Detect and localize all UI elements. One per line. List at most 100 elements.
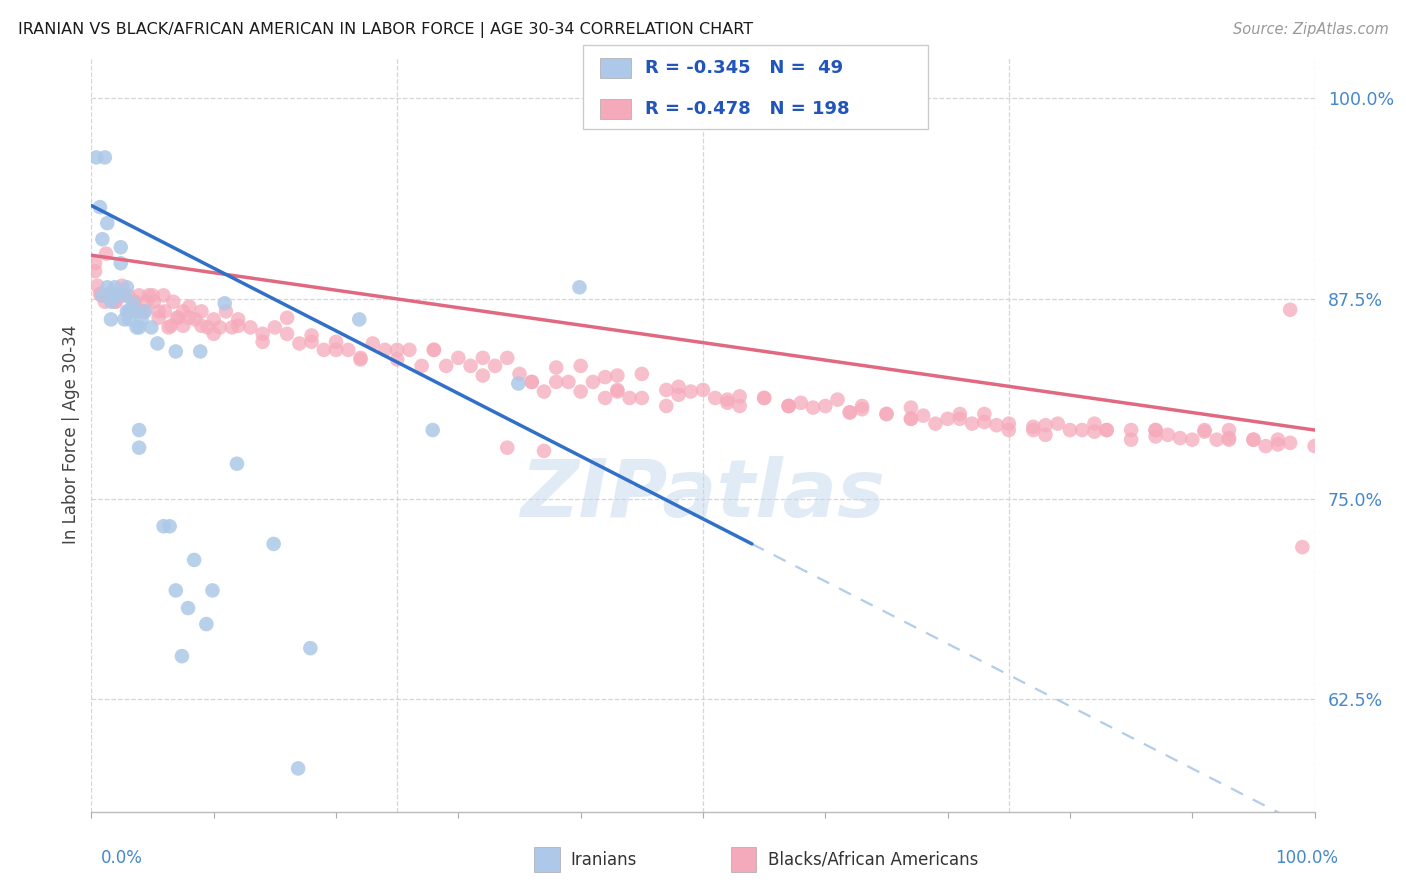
Point	[94, 150, 117, 164]
Point	[128, 423, 150, 437]
Text: R = -0.345   N =  49: R = -0.345 N = 49	[645, 59, 844, 77]
Point	[374, 343, 396, 357]
Point	[159, 519, 181, 533]
Point	[973, 407, 995, 421]
Point	[1243, 433, 1265, 447]
Point	[214, 296, 236, 310]
Point	[135, 294, 157, 309]
Point	[195, 617, 218, 632]
Point	[115, 280, 138, 294]
Point	[264, 320, 287, 334]
Point	[851, 402, 873, 417]
Point	[973, 415, 995, 429]
Point	[184, 312, 207, 326]
Point	[287, 761, 309, 775]
Point	[122, 296, 145, 310]
Point	[166, 310, 188, 325]
Point	[668, 388, 690, 402]
Point	[215, 304, 238, 318]
Point	[125, 320, 148, 334]
Point	[1181, 433, 1204, 447]
Point	[122, 294, 145, 309]
Point	[949, 407, 972, 421]
Point	[1144, 423, 1167, 437]
Point	[226, 312, 249, 326]
Point	[349, 352, 371, 367]
Point	[754, 391, 776, 405]
Point	[142, 294, 165, 309]
Point	[1157, 427, 1180, 442]
Point	[1095, 423, 1118, 437]
Point	[165, 344, 187, 359]
Point	[949, 412, 972, 426]
Point	[606, 384, 628, 399]
Point	[288, 336, 311, 351]
Point	[152, 519, 174, 533]
Point	[325, 334, 347, 349]
Point	[1218, 433, 1240, 447]
Point	[569, 359, 592, 373]
Point	[875, 407, 898, 421]
Point	[110, 240, 132, 254]
Point	[471, 351, 494, 365]
Point	[202, 326, 225, 341]
Point	[533, 443, 555, 458]
Point	[1083, 417, 1105, 431]
Point	[998, 417, 1021, 431]
Point	[496, 351, 519, 365]
Point	[84, 150, 107, 164]
Point	[122, 294, 145, 309]
Point	[1303, 439, 1326, 453]
Point	[252, 334, 274, 349]
Point	[851, 399, 873, 413]
Point	[152, 288, 174, 302]
Point	[704, 391, 727, 405]
Point	[134, 304, 156, 318]
Point	[100, 294, 122, 309]
Point	[716, 396, 738, 410]
Point	[385, 343, 409, 357]
Text: Iranians: Iranians	[571, 851, 637, 869]
Text: ZIPatlas: ZIPatlas	[520, 456, 886, 534]
Point	[1144, 423, 1167, 437]
Point	[94, 294, 117, 309]
Point	[790, 396, 813, 410]
Point	[1194, 423, 1216, 437]
Point	[434, 359, 457, 373]
Point	[728, 389, 751, 403]
Point	[801, 401, 824, 415]
Point	[167, 310, 190, 325]
Point	[1035, 418, 1057, 433]
Point	[422, 423, 444, 437]
Point	[606, 383, 628, 397]
Point	[208, 320, 231, 334]
Point	[655, 383, 678, 397]
Point	[89, 286, 111, 301]
Point	[827, 392, 849, 407]
Point	[619, 391, 641, 405]
Point	[239, 320, 262, 334]
Point	[508, 376, 530, 391]
Point	[153, 304, 176, 318]
Point	[593, 370, 616, 384]
Point	[1205, 433, 1227, 447]
Point	[125, 304, 148, 318]
Point	[160, 318, 183, 333]
Point	[201, 583, 224, 598]
Point	[998, 423, 1021, 437]
Point	[900, 401, 922, 415]
Point	[1267, 437, 1289, 451]
Point	[754, 391, 776, 405]
Point	[1267, 433, 1289, 447]
Point	[96, 280, 118, 294]
Point	[162, 294, 184, 309]
Point	[1144, 429, 1167, 443]
Point	[778, 399, 800, 413]
Point	[986, 418, 1008, 433]
Point	[960, 417, 983, 431]
Point	[276, 310, 298, 325]
Point	[325, 343, 347, 357]
Point	[128, 288, 150, 302]
Point	[146, 336, 169, 351]
Point	[118, 304, 141, 318]
